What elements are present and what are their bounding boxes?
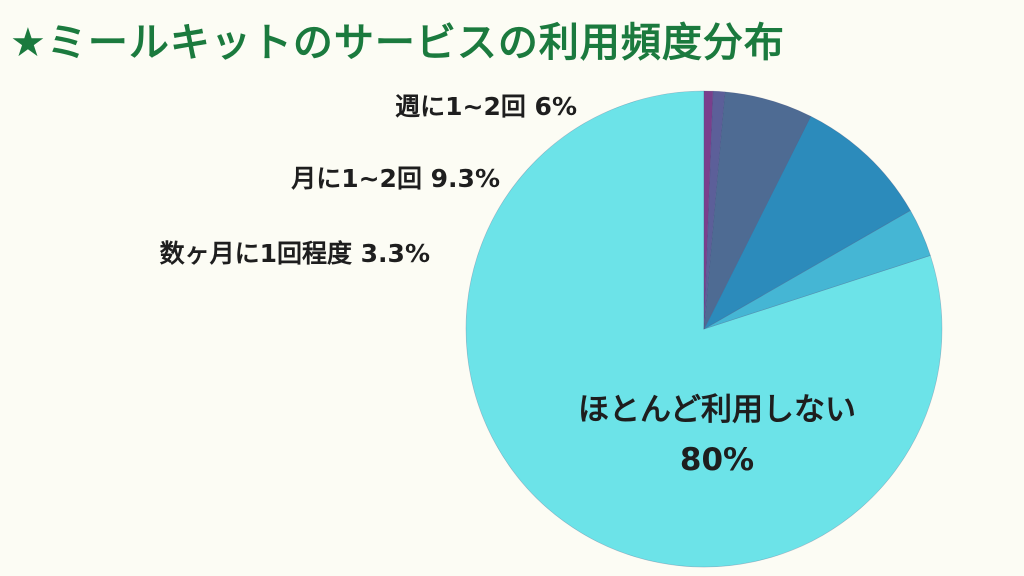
pie-slice-2 — [703, 115, 911, 330]
chart-title: ★ミールキットのサービスの利用頻度分布 — [10, 20, 785, 66]
slice-label-1: 数ヶ月に1回程度 3.3% — [160, 239, 430, 268]
pie-slice-5 — [703, 90, 714, 330]
slice-label-3: 週に1~2回 6% — [395, 92, 577, 121]
pie-slice-1 — [703, 210, 931, 330]
pie-slice-3 — [703, 91, 812, 330]
slice-label-0-value: 80% — [680, 442, 754, 478]
pie-slice-0 — [465, 90, 943, 568]
pie-slice-4 — [703, 90, 726, 330]
slice-label-0-name: ほとんど利用しない — [578, 392, 856, 428]
slice-label-2: 月に1~2回 9.3% — [290, 164, 500, 193]
